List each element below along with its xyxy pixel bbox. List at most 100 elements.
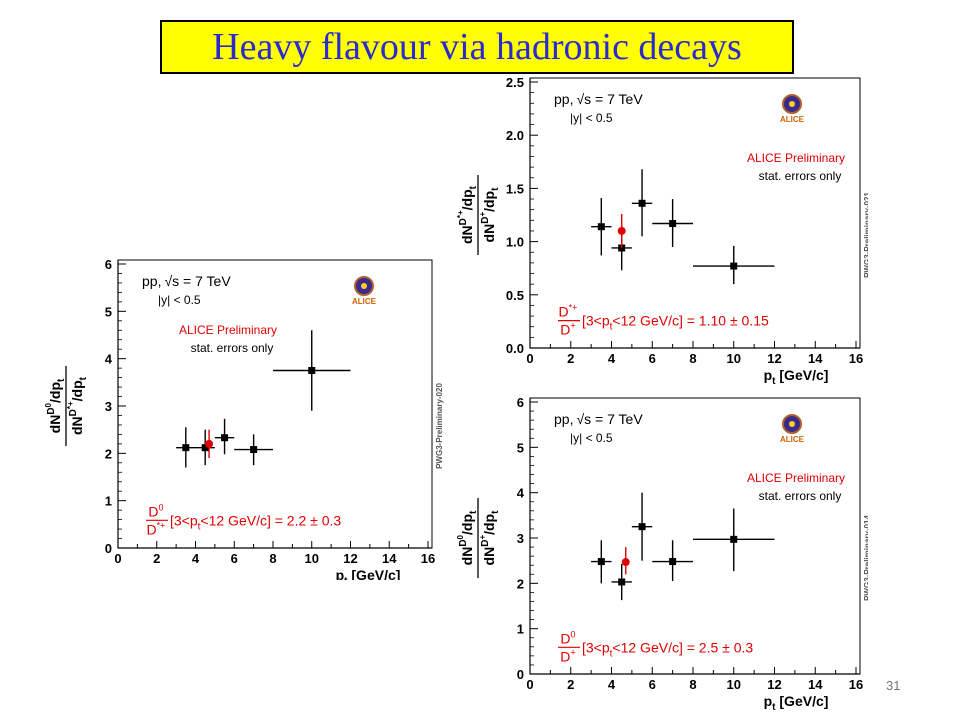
data-point [638,523,646,531]
data-point [730,535,738,543]
x-tick-label: 12 [343,551,357,566]
ratio-value-text: [3<pt<12 GeV/c] = 2.5 ± 0.3 [582,639,753,659]
alice-logo-core-icon [789,421,795,427]
y-tick-label: 1.0 [506,235,524,250]
average-point [617,226,626,235]
x-axis-label: pt [GeV/c] [764,367,829,387]
preliminary-id-label: PWG3-Preliminary-021 [863,192,868,278]
y-tick-label: 2 [517,576,524,591]
x-tick-label: 14 [808,677,823,692]
energy-label: pp, √s = 7 TeV [142,273,231,289]
data-point [597,558,605,566]
ratio-denominator: D+ [560,321,575,338]
x-tick-label: 16 [849,351,863,366]
y-tick-label: 5 [517,440,524,455]
preliminary-id-label: PWG3-Preliminary-014 [863,515,868,601]
x-tick-label: 12 [767,677,781,692]
x-tick-label: 4 [608,351,616,366]
page-number: 31 [886,678,901,693]
alice-preliminary-label: ALICE Preliminary [179,323,277,337]
y-label-denominator: dND+/dpt [478,510,501,566]
alice-logo-text: ALICE [780,115,805,124]
y-tick-label: 3 [517,531,524,546]
rapidity-label: |y| < 0.5 [158,293,201,307]
alice-logo-core-icon [789,101,795,107]
alice-logo-text: ALICE [352,297,377,306]
y-tick-label: 0.0 [506,341,524,356]
x-tick-label: 8 [269,551,276,566]
x-tick-label: 14 [808,351,823,366]
stat-errors-label: stat. errors only [759,489,842,503]
ratio-denominator: D+ [560,647,575,664]
y-tick-label: 2.5 [506,75,524,90]
data-point [201,444,209,452]
data-point [669,220,677,228]
y-tick-label: 1 [105,494,112,509]
data-point [669,558,677,566]
data-point [618,578,626,586]
y-label-numerator: dND*+/dpt [456,185,479,244]
data-point [638,199,646,207]
average-point [205,439,214,448]
ratio-numerator: D0 [148,502,163,519]
x-axis-label: pt [GeV/c] [336,567,401,580]
x-tick-label: 6 [231,551,238,566]
ratio-value-text: [3<pt<12 GeV/c] = 1.10 ± 0.15 [582,313,769,333]
y-tick-label: 0.5 [506,288,524,303]
y-label-numerator: dND0/dpt [456,510,479,565]
x-tick-label: 0 [114,551,121,566]
y-tick-label: 1 [517,622,524,637]
alice-logo-text: ALICE [780,435,805,444]
ratio-value-text: [3<pt<12 GeV/c] = 2.2 ± 0.3 [170,512,341,532]
x-tick-label: 10 [305,551,319,566]
x-tick-label: 10 [727,351,741,366]
y-tick-label: 0 [517,667,524,682]
ratio-numerator: D*+ [559,303,578,320]
x-tick-label: 16 [849,677,863,692]
y-label-numerator: dND0/dpt [44,378,67,433]
x-tick-label: 2 [153,551,160,566]
x-tick-label: 10 [727,677,741,692]
y-tick-label: 6 [517,395,524,410]
rapidity-label: |y| < 0.5 [570,431,613,445]
x-tick-label: 0 [526,351,533,366]
x-tick-label: 4 [608,677,616,692]
stat-errors-label: stat. errors only [759,169,842,183]
ratio-numerator: D0 [560,629,575,646]
x-tick-label: 4 [192,551,200,566]
ratio-denominator: D*+ [147,520,166,537]
slide-title: Heavy flavour via hadronic decays [212,26,742,68]
rapidity-label: |y| < 0.5 [570,111,613,125]
energy-label: pp, √s = 7 TeV [554,91,643,107]
x-tick-label: 2 [567,351,574,366]
data-point [221,434,229,442]
chart-panel-top-right: 0 2 4 6 8 10 12 14 16 0.0 0.5 1.0 1.5 2.0 2.5 pt [GeV/c… [456,75,868,387]
x-tick-label: 14 [382,551,397,566]
alice-preliminary-label: ALICE Preliminary [747,151,845,165]
y-tick-label: 1.5 [506,181,524,196]
x-tick-label: 12 [767,351,781,366]
y-tick-label: 4 [105,352,113,367]
x-tick-label: 8 [689,677,696,692]
y-label-denominator: dND+/dpt [478,187,501,243]
data-point [308,367,316,374]
y-tick-label: 3 [105,399,112,414]
x-tick-label: 8 [689,351,696,366]
y-label-denominator: dND*+/dpt [66,376,89,435]
x-tick-label: 0 [526,677,533,692]
data-point [182,444,190,452]
alice-logo-core-icon [361,283,367,289]
y-tick-label: 5 [105,304,112,319]
x-tick-label: 6 [649,351,656,366]
average-point [621,558,630,567]
data-point [250,446,258,454]
energy-label: pp, √s = 7 TeV [554,411,643,427]
x-tick-label: 2 [567,677,574,692]
y-tick-label: 2.0 [506,128,524,143]
stat-errors-label: stat. errors only [191,341,274,355]
